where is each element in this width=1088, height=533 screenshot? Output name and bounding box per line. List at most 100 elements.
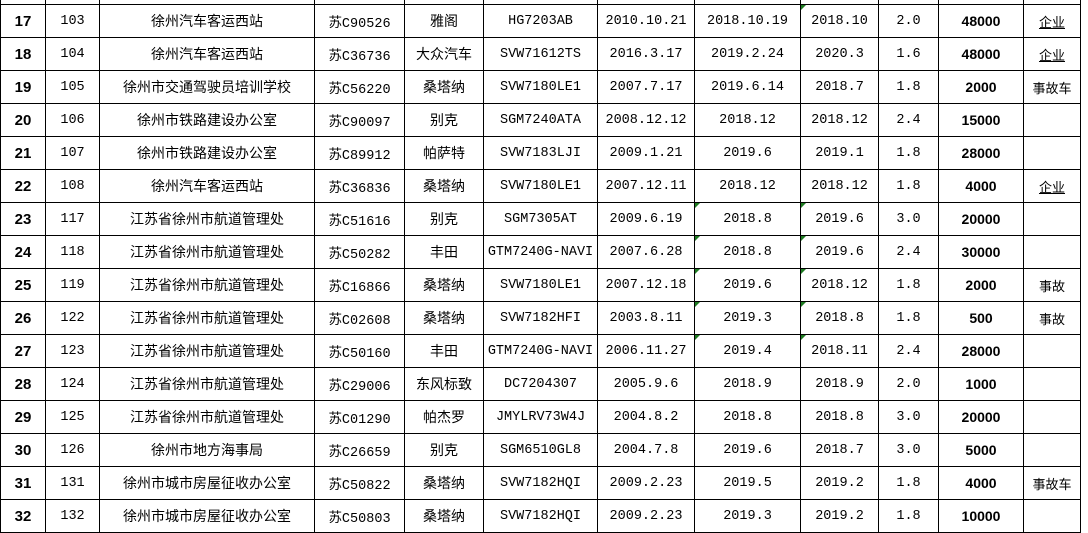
- plate-cell[interactable]: 苏C50282: [314, 235, 405, 269]
- row-number-cell[interactable]: 30: [0, 433, 46, 467]
- brand-cell[interactable]: 桑塔纳: [404, 301, 484, 335]
- price-cell[interactable]: 28000: [938, 136, 1024, 170]
- model-cell[interactable]: SVW7180LE1: [483, 268, 598, 302]
- plate-cell[interactable]: 苏C29006: [314, 367, 405, 401]
- note-cell[interactable]: 事故车: [1023, 70, 1081, 104]
- brand-cell[interactable]: 桑塔纳: [404, 499, 484, 533]
- brand-cell[interactable]: 东风标致: [404, 367, 484, 401]
- price-cell[interactable]: 500: [938, 301, 1024, 335]
- id-cell[interactable]: 125: [45, 400, 100, 434]
- brand-cell[interactable]: 桑塔纳: [404, 268, 484, 302]
- unit-cell[interactable]: 徐州市城市房屋征收办公室: [99, 499, 315, 533]
- register-date-cell[interactable]: 2004.7.8: [597, 433, 695, 467]
- row-number-cell[interactable]: 29: [0, 400, 46, 434]
- model-cell[interactable]: SVW7182HQI: [483, 466, 598, 500]
- inspection-date-cell[interactable]: 2018.12: [694, 169, 801, 203]
- displacement-cell[interactable]: 1.8: [878, 169, 939, 203]
- insurance-date-cell[interactable]: 2018.8: [800, 400, 879, 434]
- note-cell[interactable]: [1023, 235, 1081, 269]
- displacement-cell[interactable]: 3.0: [878, 202, 939, 236]
- row-number-cell[interactable]: 25: [0, 268, 46, 302]
- inspection-date-cell[interactable]: 2018.8: [694, 400, 801, 434]
- unit-cell[interactable]: 江苏省徐州市航道管理处: [99, 202, 315, 236]
- register-date-cell[interactable]: 2010.10.21: [597, 4, 695, 38]
- displacement-cell[interactable]: 2.4: [878, 334, 939, 368]
- brand-cell[interactable]: 丰田: [404, 334, 484, 368]
- insurance-date-cell[interactable]: 2018.12: [800, 268, 879, 302]
- insurance-date-cell[interactable]: 2019.1: [800, 136, 879, 170]
- inspection-date-cell[interactable]: 2019.6: [694, 136, 801, 170]
- id-cell[interactable]: 108: [45, 169, 100, 203]
- brand-cell[interactable]: 桑塔纳: [404, 169, 484, 203]
- row-number-cell[interactable]: 27: [0, 334, 46, 368]
- register-date-cell[interactable]: 2016.3.17: [597, 37, 695, 71]
- inspection-date-cell[interactable]: 2019.6.14: [694, 70, 801, 104]
- unit-cell[interactable]: 江苏省徐州市航道管理处: [99, 367, 315, 401]
- inspection-date-cell[interactable]: 2018.8: [694, 235, 801, 269]
- unit-cell[interactable]: 徐州市交通驾驶员培训学校: [99, 70, 315, 104]
- register-date-cell[interactable]: 2003.8.11: [597, 301, 695, 335]
- brand-cell[interactable]: 丰田: [404, 235, 484, 269]
- displacement-cell[interactable]: 1.8: [878, 466, 939, 500]
- displacement-cell[interactable]: 1.8: [878, 268, 939, 302]
- id-cell[interactable]: 124: [45, 367, 100, 401]
- insurance-date-cell[interactable]: 2019.2: [800, 466, 879, 500]
- plate-cell[interactable]: 苏C36736: [314, 37, 405, 71]
- id-cell[interactable]: 107: [45, 136, 100, 170]
- row-number-cell[interactable]: 23: [0, 202, 46, 236]
- plate-cell[interactable]: 苏C02608: [314, 301, 405, 335]
- model-cell[interactable]: SVW71612TS: [483, 37, 598, 71]
- register-date-cell[interactable]: 2004.8.2: [597, 400, 695, 434]
- unit-cell[interactable]: 江苏省徐州市航道管理处: [99, 400, 315, 434]
- model-cell[interactable]: SGM6510GL8: [483, 433, 598, 467]
- price-cell[interactable]: 4000: [938, 466, 1024, 500]
- brand-cell[interactable]: 桑塔纳: [404, 70, 484, 104]
- inspection-date-cell[interactable]: 2018.10.19: [694, 4, 801, 38]
- model-cell[interactable]: SVW7180LE1: [483, 169, 598, 203]
- inspection-date-cell[interactable]: 2018.8: [694, 202, 801, 236]
- row-number-cell[interactable]: 21: [0, 136, 46, 170]
- model-cell[interactable]: SGM7305AT: [483, 202, 598, 236]
- register-date-cell[interactable]: 2006.11.27: [597, 334, 695, 368]
- brand-cell[interactable]: 帕杰罗: [404, 400, 484, 434]
- note-cell[interactable]: 企业: [1023, 4, 1081, 38]
- unit-cell[interactable]: 徐州市铁路建设办公室: [99, 103, 315, 137]
- register-date-cell[interactable]: 2009.1.21: [597, 136, 695, 170]
- price-cell[interactable]: 1000: [938, 367, 1024, 401]
- plate-cell[interactable]: 苏C90097: [314, 103, 405, 137]
- inspection-date-cell[interactable]: 2019.5: [694, 466, 801, 500]
- brand-cell[interactable]: 大众汽车: [404, 37, 484, 71]
- displacement-cell[interactable]: 1.8: [878, 136, 939, 170]
- insurance-date-cell[interactable]: 2018.8: [800, 301, 879, 335]
- insurance-date-cell[interactable]: 2019.6: [800, 235, 879, 269]
- model-cell[interactable]: SGM7240ATA: [483, 103, 598, 137]
- register-date-cell[interactable]: 2008.12.12: [597, 103, 695, 137]
- row-number-cell[interactable]: 32: [0, 499, 46, 533]
- model-cell[interactable]: SVW7182HQI: [483, 499, 598, 533]
- displacement-cell[interactable]: 3.0: [878, 400, 939, 434]
- model-cell[interactable]: DC7204307: [483, 367, 598, 401]
- displacement-cell[interactable]: 2.4: [878, 235, 939, 269]
- plate-cell[interactable]: 苏C16866: [314, 268, 405, 302]
- note-cell[interactable]: [1023, 433, 1081, 467]
- model-cell[interactable]: SVW7183LJI: [483, 136, 598, 170]
- brand-cell[interactable]: 雅阁: [404, 4, 484, 38]
- note-cell[interactable]: [1023, 334, 1081, 368]
- price-cell[interactable]: 28000: [938, 334, 1024, 368]
- plate-cell[interactable]: 苏C51616: [314, 202, 405, 236]
- price-cell[interactable]: 15000: [938, 103, 1024, 137]
- price-cell[interactable]: 10000: [938, 499, 1024, 533]
- insurance-date-cell[interactable]: 2019.2: [800, 499, 879, 533]
- register-date-cell[interactable]: 2005.9.6: [597, 367, 695, 401]
- inspection-date-cell[interactable]: 2018.12: [694, 103, 801, 137]
- inspection-date-cell[interactable]: 2019.2.24: [694, 37, 801, 71]
- unit-cell[interactable]: 徐州市地方海事局: [99, 433, 315, 467]
- price-cell[interactable]: 4000: [938, 169, 1024, 203]
- id-cell[interactable]: 105: [45, 70, 100, 104]
- note-cell[interactable]: [1023, 202, 1081, 236]
- unit-cell[interactable]: 徐州汽车客运西站: [99, 37, 315, 71]
- model-cell[interactable]: GTM7240G-NAVI: [483, 334, 598, 368]
- id-cell[interactable]: 104: [45, 37, 100, 71]
- displacement-cell[interactable]: 3.0: [878, 433, 939, 467]
- plate-cell[interactable]: 苏C26659: [314, 433, 405, 467]
